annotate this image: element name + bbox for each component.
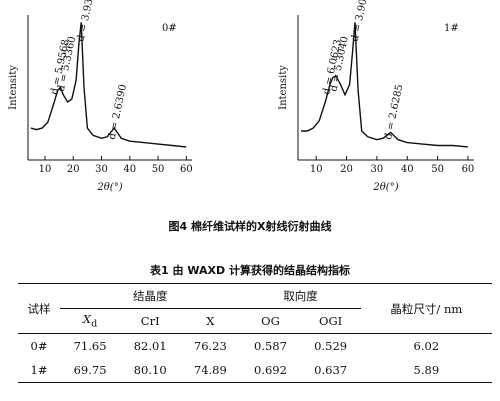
header-cell: 结晶度 — [60, 283, 241, 309]
peak-annotation: d = 3.9311 — [76, 0, 98, 43]
table-cell: 82.01 — [133, 339, 167, 353]
table-cell: 69.75 — [60, 358, 121, 383]
x-tick-label: 40 — [401, 164, 414, 175]
table-cell: 0.692 — [240, 358, 301, 383]
figure-caption: 图4 棉纤维试样的X射线衍射曲线 — [168, 220, 332, 233]
table-cell: 0.529 — [314, 339, 348, 353]
chart-label: 0# — [162, 23, 177, 34]
table-cell: 0.587 — [254, 339, 287, 353]
peak-annotation: d = 3.9072 — [350, 0, 372, 43]
x-tick-label: 50 — [152, 164, 165, 175]
xrd-curve — [301, 22, 468, 148]
table-cell: 5.89 — [360, 358, 492, 383]
table-cell: 0.637 — [300, 358, 361, 383]
x-axis-label: 2θ(°) — [372, 182, 398, 193]
peak-annotation: d = 2.6285 — [383, 83, 405, 140]
x-tick-label: 40 — [123, 164, 136, 175]
x-tick-label: 50 — [431, 164, 444, 175]
header-cell: 试样 — [18, 283, 60, 334]
x-tick-label: 30 — [371, 164, 384, 175]
x-tick-label: 10 — [310, 164, 323, 175]
x-tick-label: 60 — [180, 164, 193, 175]
table-cell: 1# — [18, 358, 60, 383]
data-table: 试样 结晶度 取向度 晶粒尺寸/ nm Xd CrI X OG OGI 0# 71… — [18, 283, 492, 383]
header-cell: CrI — [120, 308, 181, 334]
xrd-curve — [30, 22, 187, 148]
table-cell: 74.89 — [180, 358, 241, 383]
header-cell: Xd — [60, 308, 121, 334]
table-cell: 76.23 — [193, 339, 227, 353]
y-axis-label: Intensity — [8, 65, 19, 110]
header-text: X — [82, 312, 92, 327]
y-axis-label: Intensity — [278, 65, 289, 110]
header-cell: OGI — [300, 308, 361, 334]
table-cell: 71.65 — [73, 339, 107, 353]
x-tick-label: 60 — [462, 164, 475, 175]
x-tick-label: 20 — [67, 164, 80, 175]
table-cell: 6.02 — [413, 339, 440, 353]
x-tick-label: 30 — [95, 164, 108, 175]
table-caption: 表1 由 WAXD 计算获得的结晶结构指标 — [150, 264, 350, 277]
x-tick-label: 10 — [39, 164, 52, 175]
x-tick-label: 20 — [340, 164, 353, 175]
chart-label: 1# — [444, 23, 459, 34]
header-subscript: d — [91, 318, 98, 330]
table-cell: 0# — [30, 339, 48, 353]
peak-annotation: d = 2.6390 — [107, 83, 129, 140]
header-cell: OG — [240, 308, 301, 334]
header-cell: 晶粒尺寸/ nm — [360, 283, 492, 334]
table-row: 0# 71.65 82.01 76.23 0.587 0.529 6.02 — [18, 334, 492, 359]
header-cell: 取向度 — [240, 283, 361, 309]
x-axis-label: 2θ(°) — [96, 182, 122, 193]
table-cell: 80.10 — [120, 358, 181, 383]
header-cell: X — [180, 308, 241, 334]
table-row: 1# 69.75 80.10 74.89 0.692 0.637 5.89 — [18, 358, 492, 383]
